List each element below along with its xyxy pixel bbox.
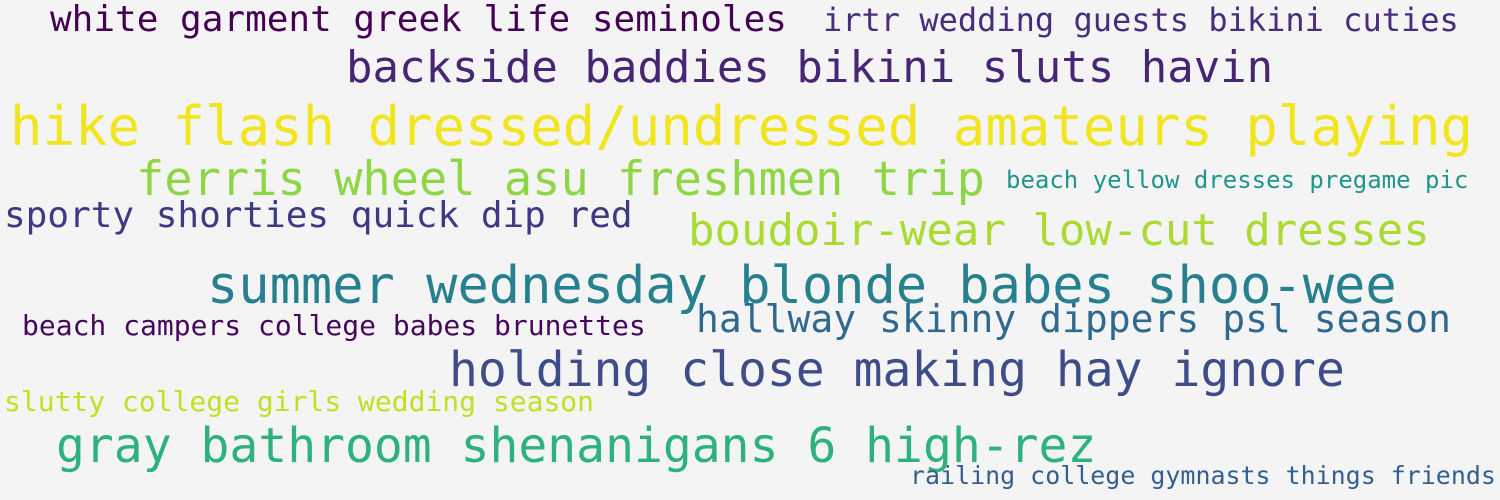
- cloud-phrase: beach yellow dresses pregame pic: [1006, 166, 1469, 194]
- cloud-phrase: gray bathroom shenanigans 6 high-rez: [56, 418, 1097, 474]
- cloud-phrase: slutty college girls wedding season: [4, 385, 595, 418]
- cloud-phrase: holding close making hay ignore: [449, 342, 1345, 398]
- cloud-phrase: irtr wedding guests bikini cuties: [823, 1, 1459, 39]
- cloud-phrase: hike flash dressed/undressed amateurs pl…: [10, 95, 1473, 158]
- cloud-phrase: beach campers college babes brunettes: [22, 309, 646, 342]
- cloud-phrase: summer wednesday blonde babes shoo-wee: [207, 256, 1397, 316]
- cloud-phrase: boudoir-wear low-cut dresses: [688, 205, 1430, 256]
- cloud-phrase: sporty shorties quick dip red: [4, 195, 633, 236]
- cloud-phrase: backside baddies bikini sluts havin: [346, 42, 1274, 93]
- cloud-phrase: railing college gymnasts things friends: [910, 461, 1496, 490]
- cloud-phrase: hallway skinny dippers psl season: [696, 297, 1451, 341]
- cloud-phrase: ferris wheel asu freshmen trip: [136, 152, 985, 207]
- cloud-phrase: white garment greek life seminoles: [50, 0, 787, 40]
